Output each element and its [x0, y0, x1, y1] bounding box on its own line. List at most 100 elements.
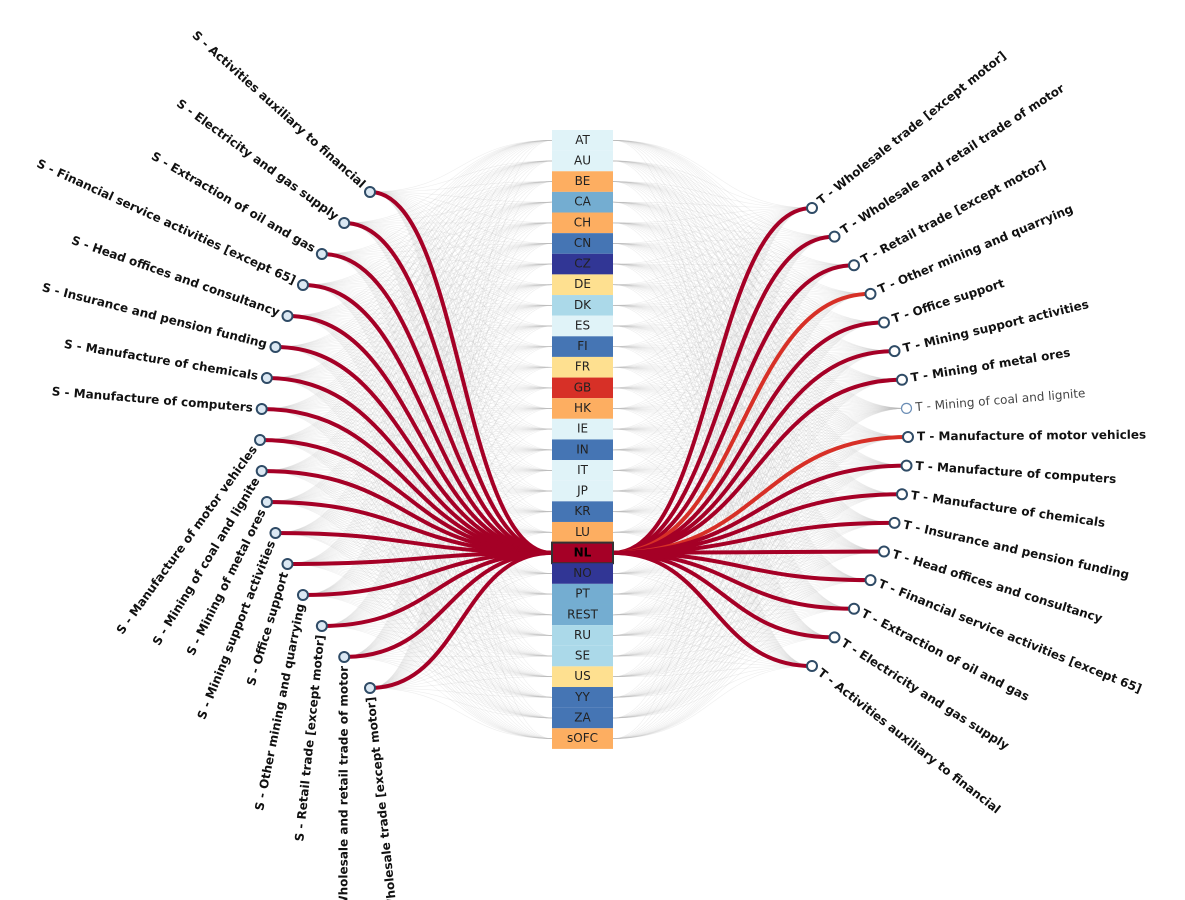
- country-cell[interactable]: [552, 212, 613, 234]
- node[interactable]: [900, 459, 913, 472]
- country-code: CH: [574, 215, 591, 229]
- country-cell[interactable]: [552, 645, 613, 667]
- background-link: [369, 191, 553, 306]
- background-link: [344, 222, 553, 265]
- node[interactable]: [902, 431, 914, 443]
- node-label: T - Other mining and quarrying: [876, 202, 1075, 297]
- node[interactable]: [281, 310, 294, 322]
- country-cell[interactable]: [552, 130, 613, 151]
- background-link: [612, 436, 909, 657]
- background-link: [612, 387, 885, 552]
- background-link: [612, 305, 885, 552]
- country-cell[interactable]: [552, 480, 613, 502]
- node[interactable]: [888, 345, 901, 358]
- background-link: [612, 140, 903, 495]
- country-cell[interactable]: [552, 295, 613, 316]
- background-link: [612, 449, 895, 524]
- background-link: [612, 293, 871, 719]
- background-link: [612, 511, 871, 581]
- country-cell[interactable]: [552, 501, 613, 522]
- node[interactable]: [296, 589, 309, 601]
- country-cell[interactable]: [552, 253, 613, 275]
- background-link: [302, 284, 553, 451]
- node[interactable]: [364, 186, 376, 198]
- background-link: [612, 465, 907, 698]
- node[interactable]: [828, 631, 841, 644]
- node[interactable]: [364, 682, 376, 694]
- country-cell[interactable]: [552, 687, 613, 708]
- country-cell[interactable]: [552, 398, 613, 419]
- node[interactable]: [896, 373, 908, 386]
- node[interactable]: [338, 217, 351, 229]
- background-link: [259, 201, 553, 441]
- node[interactable]: [255, 465, 268, 477]
- country-cell[interactable]: [552, 315, 613, 337]
- node[interactable]: [296, 279, 309, 291]
- country-cell[interactable]: [552, 563, 613, 584]
- background-link: [612, 284, 885, 323]
- node[interactable]: [806, 660, 818, 672]
- background-link: [612, 325, 903, 495]
- background-link: [612, 325, 895, 524]
- country-cell[interactable]: [552, 356, 613, 378]
- country-cell[interactable]: [552, 439, 613, 461]
- background-link: [612, 207, 813, 616]
- node[interactable]: [315, 620, 328, 632]
- background-link: [612, 408, 907, 677]
- country-cell[interactable]: [552, 418, 613, 440]
- country-cell[interactable]: [552, 583, 613, 605]
- country-cell[interactable]: [552, 604, 613, 626]
- country-cell[interactable]: [552, 521, 613, 543]
- node[interactable]: [828, 230, 841, 243]
- background-link: [321, 253, 553, 347]
- country-cell[interactable]: [552, 274, 613, 296]
- background-link: [275, 201, 553, 348]
- country-cell[interactable]: [552, 460, 613, 481]
- node[interactable]: [260, 372, 273, 384]
- node[interactable]: [896, 488, 908, 501]
- background-link: [261, 243, 553, 410]
- background-link: [612, 465, 907, 595]
- background-link: [369, 191, 553, 636]
- node[interactable]: [878, 316, 890, 329]
- node[interactable]: [338, 651, 351, 663]
- node[interactable]: [848, 602, 860, 615]
- background-link: [369, 191, 553, 492]
- node[interactable]: [254, 434, 266, 446]
- node[interactable]: [806, 202, 818, 214]
- country-cell[interactable]: [552, 150, 613, 172]
- background-link: [612, 305, 885, 323]
- country-cell[interactable]: [552, 666, 613, 688]
- background-link: [612, 322, 885, 409]
- background-link: [266, 243, 553, 379]
- country-cell[interactable]: [552, 728, 613, 749]
- background-link: [612, 470, 885, 552]
- node[interactable]: [878, 545, 890, 558]
- background-link: [369, 191, 553, 451]
- country-cell[interactable]: [552, 336, 613, 357]
- background-link: [321, 253, 553, 492]
- country-cell[interactable]: [552, 171, 613, 192]
- node[interactable]: [281, 558, 294, 570]
- country-cell[interactable]: [552, 233, 613, 254]
- background-link: [302, 284, 553, 327]
- country-cell[interactable]: [552, 625, 613, 646]
- background-link: [612, 263, 903, 381]
- node[interactable]: [315, 248, 328, 260]
- country-cell[interactable]: [552, 191, 613, 213]
- node[interactable]: [269, 527, 282, 539]
- background-link: [275, 532, 553, 719]
- background-link: [612, 608, 855, 616]
- node[interactable]: [864, 287, 877, 300]
- node[interactable]: [260, 496, 273, 508]
- country-cell[interactable]: [552, 707, 613, 729]
- country-cell[interactable]: [552, 377, 613, 399]
- node[interactable]: [900, 402, 913, 414]
- node[interactable]: [888, 516, 901, 529]
- node[interactable]: [864, 574, 877, 587]
- node[interactable]: [269, 341, 282, 353]
- background-link: [612, 263, 907, 409]
- node[interactable]: [255, 403, 268, 415]
- background-link: [275, 325, 553, 534]
- node[interactable]: [848, 259, 860, 272]
